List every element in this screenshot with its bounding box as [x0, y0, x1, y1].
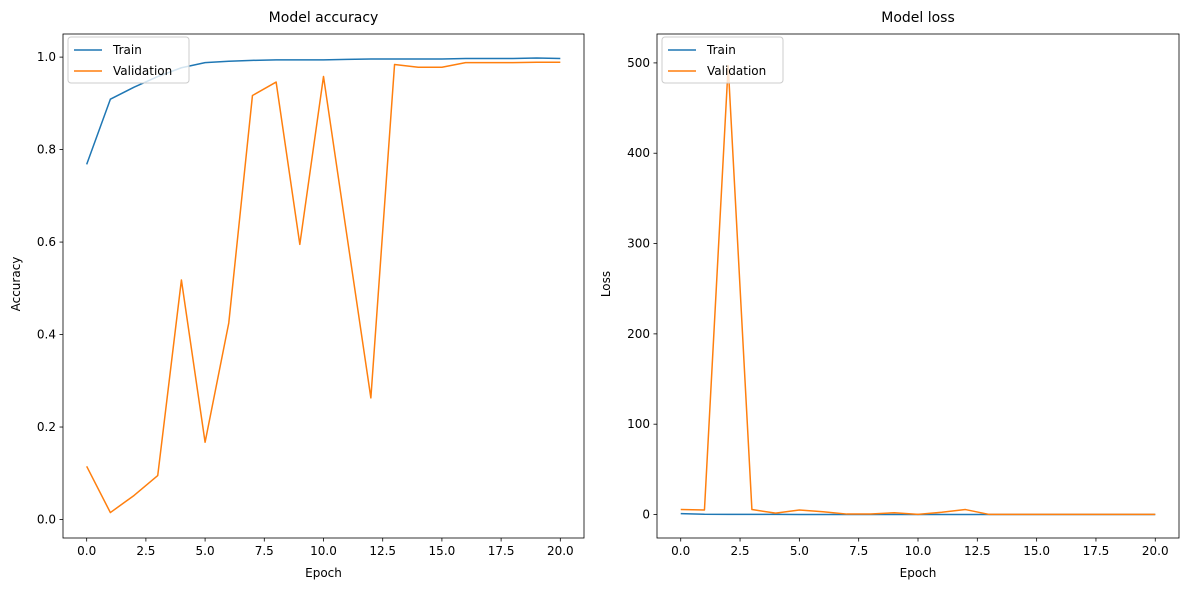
accuracy-legend-label-validation: Validation [113, 64, 172, 78]
accuracy-axes-frame [62, 33, 585, 539]
loss-x-tick-label: 5.0 [790, 544, 809, 558]
loss-chart-title: Model loss [881, 10, 955, 26]
accuracy-y-tick-label: 0.8 [37, 143, 56, 157]
accuracy-plot-area: 0.0 2.5 5.0 7.5 10.0 12.5 15.0 17.5 20.0 0.0 0.2 0.… [37, 33, 585, 558]
accuracy-chart-title: Model accuracy [269, 10, 379, 26]
loss-y-tick-label: 400 [627, 146, 650, 160]
loss-x-axis-label: Epoch [900, 566, 937, 580]
loss-legend-label-train: Train [706, 43, 736, 57]
loss-legend-label-validation: Validation [707, 64, 766, 78]
accuracy-x-tick-label: 7.5 [255, 544, 274, 558]
loss-y-tick-label: 500 [627, 56, 650, 70]
accuracy-y-axis-label: Accuracy [9, 257, 23, 312]
loss-x-tick-label: 7.5 [849, 544, 868, 558]
accuracy-chart: Model accuracy 0.0 2.5 5.0 7.5 10.0 12.5 15.0 1… [9, 10, 585, 580]
loss-x-tick-label: 0.0 [671, 544, 690, 558]
accuracy-legend-label-train: Train [112, 43, 142, 57]
loss-y-axis-label: Loss [599, 271, 613, 297]
accuracy-legend: Train Validation [67, 36, 190, 84]
accuracy-x-tick-label: 17.5 [488, 544, 515, 558]
accuracy-series-validation-line [86, 61, 561, 514]
loss-plot-area: 0.0 2.5 5.0 7.5 10.0 12.5 15.0 17.5 20.0 0 100 200 3… [627, 33, 1180, 558]
loss-x-tick-label: 15.0 [1023, 544, 1050, 558]
accuracy-y-tick-label: 1.0 [37, 50, 56, 64]
accuracy-y-tick-label: 0.6 [37, 235, 56, 249]
loss-x-tick-label: 12.5 [964, 544, 991, 558]
accuracy-y-tick-label: 0.0 [37, 513, 56, 527]
loss-axes-frame [656, 33, 1180, 539]
accuracy-x-tick-label: 0.0 [77, 544, 96, 558]
loss-y-tick-label: 200 [627, 327, 650, 341]
loss-y-tick-label: 0 [642, 508, 650, 522]
loss-x-tick-label: 2.5 [730, 544, 749, 558]
accuracy-x-tick-label: 20.0 [547, 544, 574, 558]
loss-y-tick-label: 300 [627, 237, 650, 251]
accuracy-x-axis-label: Epoch [305, 566, 342, 580]
accuracy-x-tick-label: 12.5 [369, 544, 396, 558]
accuracy-x-tick-label: 15.0 [429, 544, 456, 558]
loss-x-tick-label: 20.0 [1142, 544, 1169, 558]
loss-legend: Train Validation [661, 36, 784, 84]
accuracy-x-tick-label: 5.0 [196, 544, 215, 558]
loss-x-tick-label: 17.5 [1083, 544, 1110, 558]
loss-x-tick-label: 10.0 [905, 544, 932, 558]
accuracy-y-tick-label: 0.2 [37, 420, 56, 434]
loss-y-tick-label: 100 [627, 417, 650, 431]
accuracy-x-tick-label: 2.5 [136, 544, 155, 558]
accuracy-x-tick-label: 10.0 [310, 544, 337, 558]
loss-series-validation-line [680, 64, 1156, 516]
accuracy-y-tick-label: 0.4 [37, 328, 56, 342]
loss-chart: Model loss 0.0 2.5 5.0 7.5 10.0 12.5 15.0 17.5 2… [599, 10, 1180, 580]
